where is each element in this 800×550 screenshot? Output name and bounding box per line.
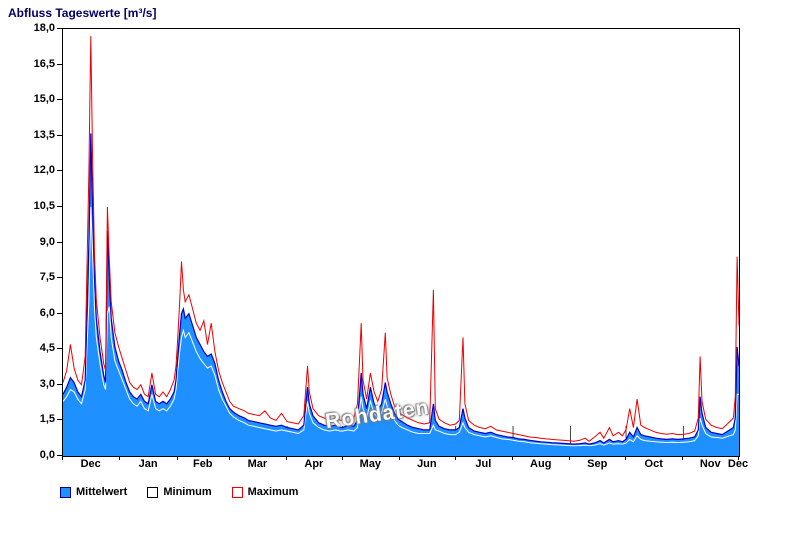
y-axis-label: 16,5 [33,57,55,70]
mean-line [63,133,739,445]
y-axis-tick [57,419,62,421]
y-axis-label: 9,0 [39,235,55,248]
legend-item-minimum: Minimum [147,486,212,498]
x-axis-label-aug: Aug [530,458,552,470]
x-axis-label-nov: Nov [699,458,721,470]
y-axis-label: 0,0 [39,449,55,461]
y-axis-tick [57,348,62,350]
y-axis-tick [57,170,62,172]
chart-title: Abfluss Tageswerte [m³/s] [8,6,157,20]
x-axis-tick [119,456,121,460]
y-axis-label: 4,5 [39,342,55,355]
x-axis-label-jul: Jul [475,458,492,470]
mean-area [63,133,739,456]
y-axis-label: 7,5 [39,271,55,284]
y-axis-label: 6,0 [39,306,55,319]
x-axis-label-dec: Dec [80,458,101,470]
y-axis-tick [57,241,62,243]
x-axis-label-may: May [359,458,382,470]
legend-label: Mittelwert [76,486,128,498]
legend: Mittelwert Minimum Maximum [60,486,298,498]
y-axis-label: 3,0 [39,377,55,390]
y-axis-label: 1,5 [39,413,55,426]
x-axis-label-feb: Feb [192,458,213,470]
x-axis-tick [286,456,288,460]
x-axis-label-jun: Jun [417,458,437,470]
x-axis-label-jan: Jan [138,458,158,470]
x-axis-tick [228,456,230,460]
x-axis-label-dec: Dec [727,458,749,470]
x-axis-tick [738,456,739,460]
y-axis-label: 12,0 [33,164,55,177]
legend-swatch [231,486,243,498]
hydrograph-svg [63,36,739,456]
x-axis-label-mar: Mar [247,458,268,470]
y-axis-tick [57,63,62,65]
y-axis-label: 18,0 [33,22,55,34]
y-axis-tick [57,205,62,207]
x-axis-tick [399,456,401,460]
legend-swatch [147,486,159,498]
x-axis-tick [454,456,456,460]
y-axis-tick [57,455,62,456]
legend-swatch [60,486,71,498]
legend-item-mittelwert: Mittelwert [60,486,127,498]
y-axis-tick [57,312,62,314]
x-axis-tick [682,456,684,460]
x-axis-label-apr: Apr [304,458,324,470]
plot-area: Rohdaten [62,28,740,457]
y-axis-label: 13,5 [33,128,55,141]
x-axis-tick [625,456,627,460]
y-axis-tick [57,28,62,29]
y-axis-tick [57,99,62,101]
x-axis-tick [341,456,343,460]
y-axis-tick [57,277,62,279]
legend-label: Maximum [247,486,299,498]
x-axis-label-oct: Oct [644,458,663,470]
x-axis-tick [569,456,571,460]
y-axis-label: 15,0 [33,93,55,106]
x-axis-label-sep: Sep [587,458,608,470]
x-axis-tick [512,456,514,460]
y-axis-label: 10,5 [33,199,55,212]
min-line [63,206,739,447]
y-axis-tick [57,383,62,385]
x-axis-tick [62,456,63,460]
legend-item-maximum: Maximum [231,486,299,498]
legend-label: Minimum [163,486,212,498]
max-line [63,36,739,442]
y-axis-tick [57,134,62,136]
x-axis-tick [176,456,178,460]
